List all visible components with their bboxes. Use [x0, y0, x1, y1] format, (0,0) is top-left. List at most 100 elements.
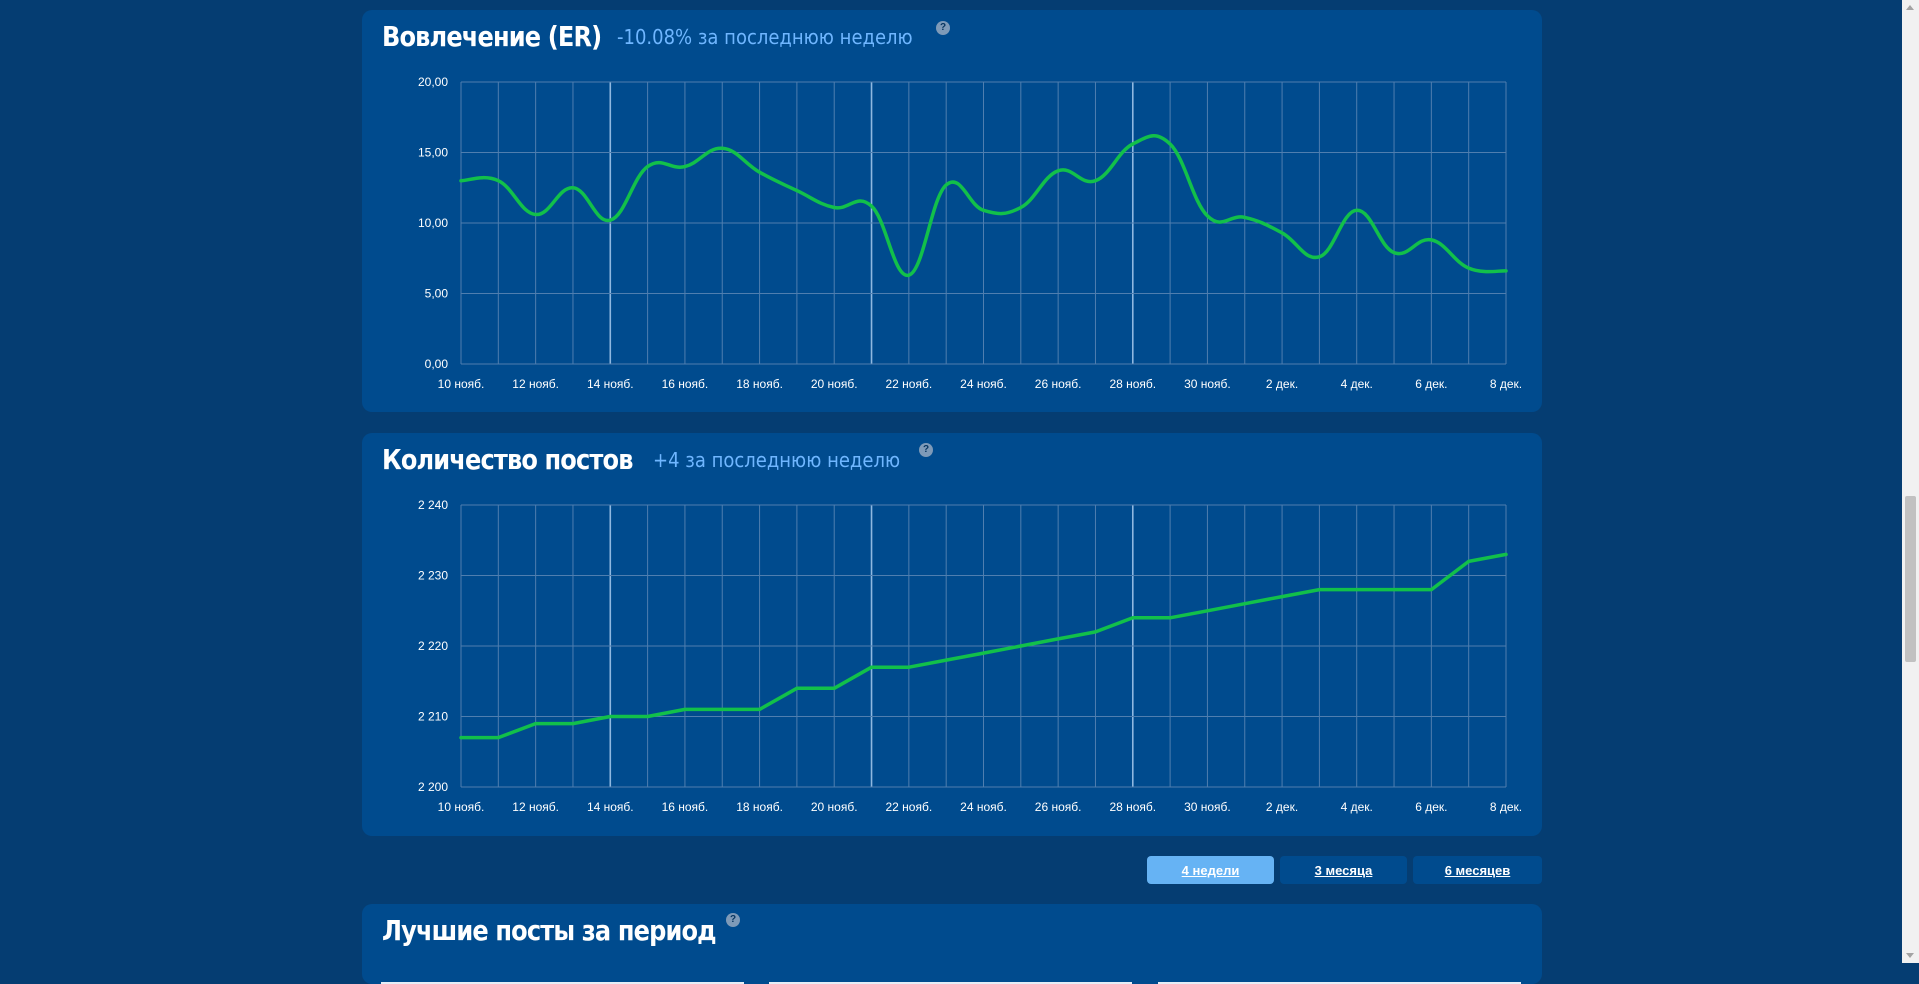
er-data-point[interactable] [679, 161, 691, 173]
er-data-point[interactable] [1425, 234, 1437, 246]
er-y-tick-label: 10,00 [418, 216, 448, 230]
posts-data-point[interactable] [1015, 640, 1027, 652]
posts-x-tick-label: 20 нояб. [811, 800, 858, 814]
er-data-point[interactable] [940, 179, 952, 191]
posts-y-tick-label: 2 220 [418, 639, 448, 653]
period-selector: 4 недели 3 месяца 6 месяцев [1147, 856, 1542, 884]
er-data-point[interactable] [1351, 204, 1363, 216]
posts-x-tick-label: 16 нояб. [662, 800, 709, 814]
er-data-point[interactable] [903, 269, 915, 281]
er-data-point[interactable] [828, 201, 840, 213]
posts-y-tick-label: 2 240 [418, 498, 448, 512]
posts-x-tick-label: 22 нояб. [886, 800, 933, 814]
posts-data-point[interactable] [866, 661, 878, 673]
er-data-point[interactable] [492, 175, 504, 187]
er-data-point[interactable] [1164, 138, 1176, 150]
er-data-point[interactable] [567, 182, 579, 194]
er-data-point[interactable] [604, 214, 616, 226]
er-data-point[interactable] [1463, 262, 1475, 274]
scroll-down-arrow-icon[interactable] [1906, 953, 1914, 958]
er-data-point[interactable] [455, 175, 467, 187]
posts-data-point[interactable] [604, 711, 616, 723]
posts-data-point[interactable] [1425, 584, 1437, 596]
posts-data-point[interactable] [903, 661, 915, 673]
posts-y-tick-label: 2 230 [418, 569, 448, 583]
posts-data-point[interactable] [1351, 584, 1363, 596]
er-chart-header: Вовлечение (ER) -10.08% за последнюю нед… [382, 20, 946, 53]
er-data-point[interactable] [1500, 265, 1512, 277]
er-data-point[interactable] [791, 185, 803, 197]
posts-data-point[interactable] [530, 718, 542, 730]
period-4-weeks-button[interactable]: 4 недели [1147, 856, 1274, 884]
period-3-months-button[interactable]: 3 месяца [1280, 856, 1407, 884]
er-x-tick-label: 10 нояб. [438, 377, 485, 391]
posts-y-tick-label: 2 200 [418, 780, 448, 794]
er-x-tick-label: 18 нояб. [736, 377, 783, 391]
er-data-point[interactable] [1015, 201, 1027, 213]
er-data-point[interactable] [978, 204, 990, 216]
er-data-point[interactable] [1239, 211, 1251, 223]
er-data-point[interactable] [1052, 165, 1064, 177]
posts-data-point[interactable] [492, 732, 504, 744]
best-posts-title: Лучшие посты за период [382, 914, 717, 947]
posts-data-point[interactable] [978, 647, 990, 659]
er-y-tick-label: 5,00 [425, 287, 449, 301]
posts-data-point[interactable] [1313, 584, 1325, 596]
posts-data-point[interactable] [716, 703, 728, 715]
er-x-tick-label: 16 нояб. [662, 377, 709, 391]
posts-y-tick-label: 2 210 [418, 710, 448, 724]
er-data-point[interactable] [716, 142, 728, 154]
posts-data-point[interactable] [828, 682, 840, 694]
posts-data-point[interactable] [791, 682, 803, 694]
posts-data-point[interactable] [1052, 633, 1064, 645]
posts-data-point[interactable] [567, 718, 579, 730]
scroll-up-arrow-icon[interactable] [1906, 5, 1914, 10]
er-y-tick-label: 20,00 [418, 75, 448, 89]
posts-data-point[interactable] [1201, 605, 1213, 617]
er-data-point[interactable] [642, 161, 654, 173]
posts-data-point[interactable] [1276, 591, 1288, 603]
posts-data-point[interactable] [1463, 555, 1475, 567]
er-data-point[interactable] [530, 209, 542, 221]
er-chart-delta: -10.08% за последнюю неделю [617, 24, 913, 49]
er-data-point[interactable] [1127, 138, 1139, 150]
er-chart-title: Вовлечение (ER) [382, 20, 602, 53]
posts-chart-title: Количество постов [382, 443, 633, 476]
posts-data-point[interactable] [940, 654, 952, 666]
er-x-tick-label: 4 дек. [1341, 377, 1373, 391]
er-data-point[interactable] [754, 166, 766, 178]
posts-x-tick-label: 14 нояб. [587, 800, 634, 814]
posts-data-point[interactable] [642, 711, 654, 723]
best-posts-card: Лучшие посты за период ? [362, 904, 1542, 984]
er-help-icon[interactable]: ? [936, 21, 950, 35]
posts-x-tick-label: 10 нояб. [438, 800, 485, 814]
posts-data-point[interactable] [754, 703, 766, 715]
scrollbar-thumb[interactable] [1905, 496, 1916, 662]
er-data-point[interactable] [1313, 251, 1325, 263]
er-data-point[interactable] [1276, 227, 1288, 239]
er-data-point[interactable] [1089, 175, 1101, 187]
er-data-point[interactable] [1388, 247, 1400, 259]
posts-data-point[interactable] [679, 703, 691, 715]
best-posts-help-icon[interactable]: ? [726, 913, 740, 927]
posts-data-point[interactable] [1239, 598, 1251, 610]
er-x-tick-label: 12 нояб. [512, 377, 559, 391]
posts-data-point[interactable] [1089, 626, 1101, 638]
posts-data-point[interactable] [1388, 584, 1400, 596]
er-data-point[interactable] [866, 200, 878, 212]
posts-chart-card: Количество постов +4 за последнюю неделю… [362, 433, 1542, 836]
posts-data-point[interactable] [1500, 548, 1512, 560]
er-data-point[interactable] [1201, 210, 1213, 222]
posts-x-tick-label: 28 нояб. [1109, 800, 1156, 814]
posts-help-icon[interactable]: ? [919, 443, 933, 457]
period-6-months-button[interactable]: 6 месяцев [1413, 856, 1542, 884]
posts-x-tick-label: 4 дек. [1341, 800, 1373, 814]
posts-series-line [459, 552, 1508, 740]
page-scrollbar[interactable] [1902, 0, 1919, 963]
er-x-tick-label: 6 дек. [1415, 377, 1447, 391]
posts-data-point[interactable] [1127, 612, 1139, 624]
posts-data-point[interactable] [455, 732, 467, 744]
posts-data-point[interactable] [1164, 612, 1176, 624]
posts-chart-delta: +4 за последнюю неделю [653, 447, 901, 472]
er-x-tick-label: 24 нояб. [960, 377, 1007, 391]
